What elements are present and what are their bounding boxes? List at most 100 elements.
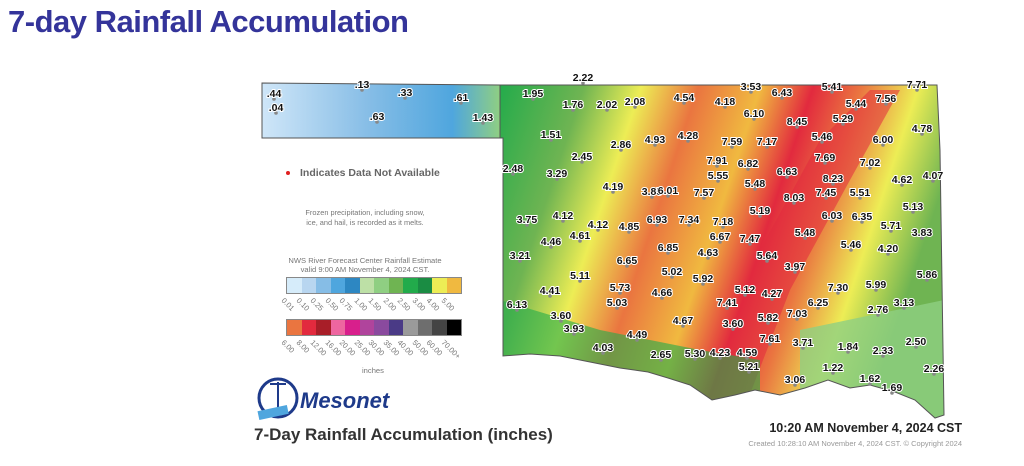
- station-value: 3.93: [564, 323, 585, 335]
- legend-swatch: [403, 320, 418, 335]
- legend-swatch: [330, 278, 345, 293]
- station-value: 3.06: [785, 374, 806, 386]
- station-value: 5.48: [795, 227, 816, 239]
- station-value: 5.46: [841, 239, 862, 251]
- station-value: 7.17: [757, 136, 778, 148]
- units-label: inches: [362, 366, 384, 375]
- station-dot: [793, 270, 797, 274]
- station-value: 3.75: [517, 214, 538, 226]
- station-value: 6.25: [808, 297, 829, 309]
- station-value: 1.95: [523, 88, 544, 100]
- station-value: 2.76: [868, 304, 889, 316]
- station-dot: [682, 101, 686, 105]
- station-value: 7.69: [815, 152, 836, 164]
- station-dot: [830, 90, 834, 94]
- station-dot: [868, 382, 872, 386]
- station-value: .63: [370, 111, 385, 123]
- station-dot: [375, 120, 379, 124]
- station-dot: [702, 196, 706, 200]
- station-value: 1.62: [860, 373, 881, 385]
- station-dot: [723, 105, 727, 109]
- station-dot: [792, 201, 796, 205]
- station-value: 4.12: [588, 219, 609, 231]
- station-dot: [660, 296, 664, 300]
- station-dot: [748, 242, 752, 246]
- station-dot: [795, 125, 799, 129]
- station-value: .13: [355, 79, 370, 91]
- station-value: 4.18: [715, 96, 736, 108]
- station-value: 6.01: [658, 185, 679, 197]
- station-value: 8.23: [823, 173, 844, 185]
- station-dot: [746, 167, 750, 171]
- station-dot: [752, 117, 756, 121]
- station-value: 2.65: [651, 349, 672, 361]
- station-value: 4.67: [673, 315, 694, 327]
- station-value: 2.22: [573, 72, 594, 84]
- station-value: 7.56: [876, 93, 897, 105]
- station-dot: [653, 143, 657, 147]
- station-value: 1.84: [838, 341, 859, 353]
- red-dot-icon: [286, 171, 290, 176]
- station-value: 6.67: [710, 231, 731, 243]
- station-dot: [780, 96, 784, 100]
- station-dot: [716, 179, 720, 183]
- station-value: 4.66: [652, 287, 673, 299]
- legend-ticks-row-1: 0.01 0.10 0.25 0.50 0.75 1.00 1.50 2.00 2.50 3.00…: [280, 296, 460, 313]
- legend-swatch: [374, 320, 389, 335]
- station-dot: [403, 96, 407, 100]
- station-dot: [902, 306, 906, 310]
- station-value: 4.41: [540, 285, 561, 297]
- source-line-1: NWS River Forecast Center Rainfall Estim…: [288, 256, 442, 265]
- station-dot: [858, 196, 862, 200]
- station-dot: [559, 319, 563, 323]
- station-dot: [725, 306, 729, 310]
- station-value: 7.41: [717, 297, 738, 309]
- station-value: 4.63: [698, 247, 719, 259]
- station-dot: [605, 108, 609, 112]
- station-dot: [518, 259, 522, 263]
- station-value: 5.64: [757, 250, 778, 262]
- legend-swatch: [301, 278, 316, 293]
- station-value: 6.00: [873, 134, 894, 146]
- station-dot: [548, 294, 552, 298]
- station-dot: [758, 214, 762, 218]
- legend-swatch: [345, 278, 360, 293]
- legend-swatch: [388, 320, 403, 335]
- station-dot: [701, 282, 705, 286]
- station-value: 2.50: [906, 336, 927, 348]
- station-value: 4.20: [878, 243, 899, 255]
- legend-swatch: [301, 320, 316, 335]
- station-value: 3.97: [785, 261, 806, 273]
- station-value: 4.93: [645, 134, 666, 146]
- station-value: 5.19: [750, 205, 771, 217]
- station-dot: [915, 88, 919, 92]
- station-value: .33: [398, 87, 413, 99]
- station-dot: [693, 357, 697, 361]
- station-value: .44: [267, 88, 282, 100]
- station-dot: [666, 194, 670, 198]
- station-dot: [531, 97, 535, 101]
- station-value: 1.43: [473, 112, 494, 124]
- station-dot: [911, 210, 915, 214]
- station-value: 3.13: [894, 297, 915, 309]
- station-value: 7.45: [816, 187, 837, 199]
- station-value: 6.93: [647, 214, 668, 226]
- station-dot: [578, 239, 582, 243]
- station-value: 1.51: [541, 129, 562, 141]
- station-dot: [846, 350, 850, 354]
- station-dot: [580, 160, 584, 164]
- heavy-rain-band: [700, 90, 900, 418]
- station-dot: [820, 140, 824, 144]
- station-dot: [619, 148, 623, 152]
- station-dot: [581, 81, 585, 85]
- station-dot: [841, 122, 845, 126]
- station-dot: [824, 196, 828, 200]
- legend-swatch: [287, 278, 302, 293]
- station-value: 6.65: [617, 255, 638, 267]
- station-value: 6.03: [822, 210, 843, 222]
- station-dot: [765, 259, 769, 263]
- station-value: 3.60: [551, 310, 572, 322]
- page-title: 7-day Rainfall Accumulation: [8, 4, 409, 39]
- station-dot: [627, 230, 631, 234]
- station-value: 4.61: [570, 230, 591, 242]
